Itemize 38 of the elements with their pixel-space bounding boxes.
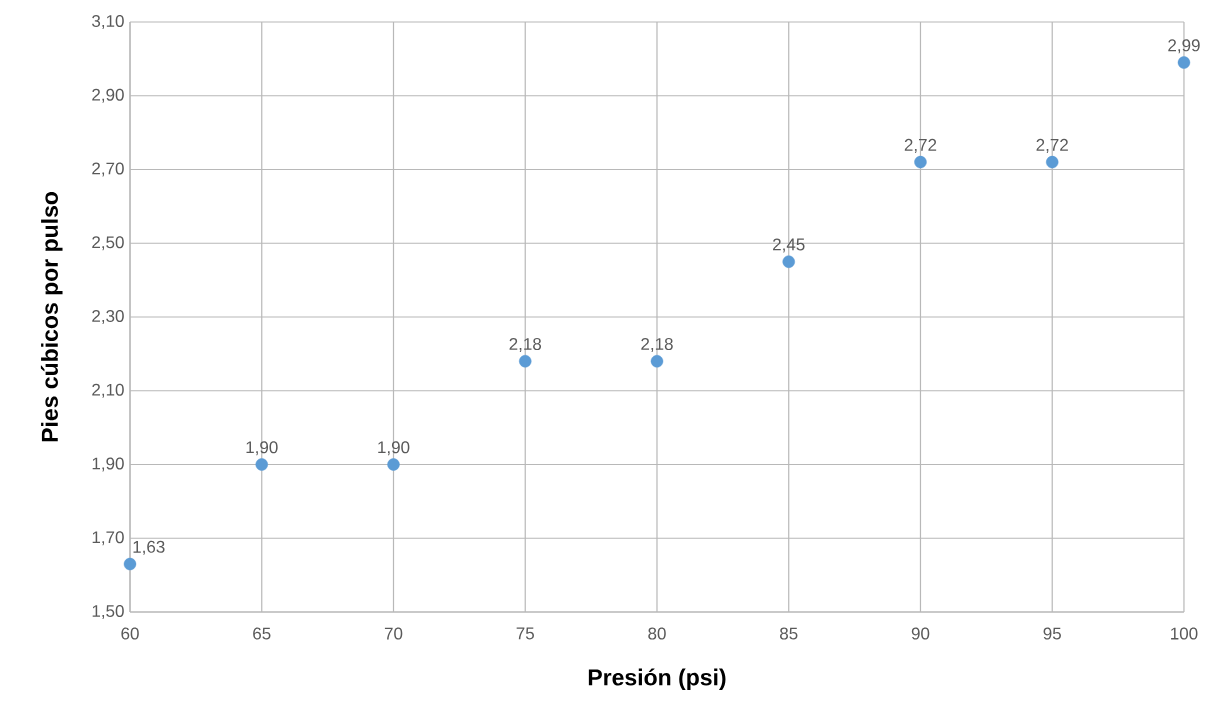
x-tick-label: 90: [911, 627, 930, 640]
y-axis-title: Pies cúbicos por pulso: [40, 191, 63, 442]
point: [519, 355, 532, 368]
point: [387, 458, 400, 471]
data-label: 2,99: [1168, 39, 1200, 54]
x-tick-label: 80: [648, 627, 666, 640]
point: [255, 458, 268, 471]
x-tick-label: 85: [780, 627, 798, 640]
data-label: 2,72: [1036, 138, 1068, 153]
y-tick-label: 2,10: [92, 383, 124, 398]
y-tick-label: 1,70: [92, 531, 124, 546]
data-label: 2,18: [641, 337, 673, 353]
x-tick-label: 75: [516, 627, 534, 640]
data-label: 1,63: [133, 540, 165, 555]
y-tick-label: 2,50: [92, 236, 124, 251]
x-tick-label: 70: [384, 627, 403, 640]
x-axis-title: Presión (psi): [588, 668, 726, 691]
data-label: 2,72: [904, 138, 937, 153]
point: [1046, 155, 1059, 169]
data-label: 1,90: [378, 441, 410, 456]
point: [782, 255, 795, 268]
y-tick-label: 1,90: [92, 457, 124, 472]
point: [1177, 56, 1191, 69]
y-tick-label: 2,70: [92, 162, 124, 177]
data-label: 1,90: [246, 441, 278, 456]
y-tick-label: 2,30: [92, 309, 124, 325]
point: [123, 557, 137, 571]
y-tick-label: 2,90: [92, 88, 124, 103]
data-label: 2,18: [509, 337, 542, 353]
y-tick-label: 3,10: [92, 14, 124, 30]
x-tick-label: 65: [253, 627, 271, 640]
x-tick-label: 100: [1171, 627, 1198, 640]
x-tick-label: 95: [1043, 627, 1061, 640]
point: [650, 355, 664, 368]
y-tick-label: 1,50: [92, 604, 124, 620]
data-label: 2,45: [773, 238, 805, 253]
x-tick-label: 60: [121, 627, 139, 640]
point: [914, 155, 927, 169]
